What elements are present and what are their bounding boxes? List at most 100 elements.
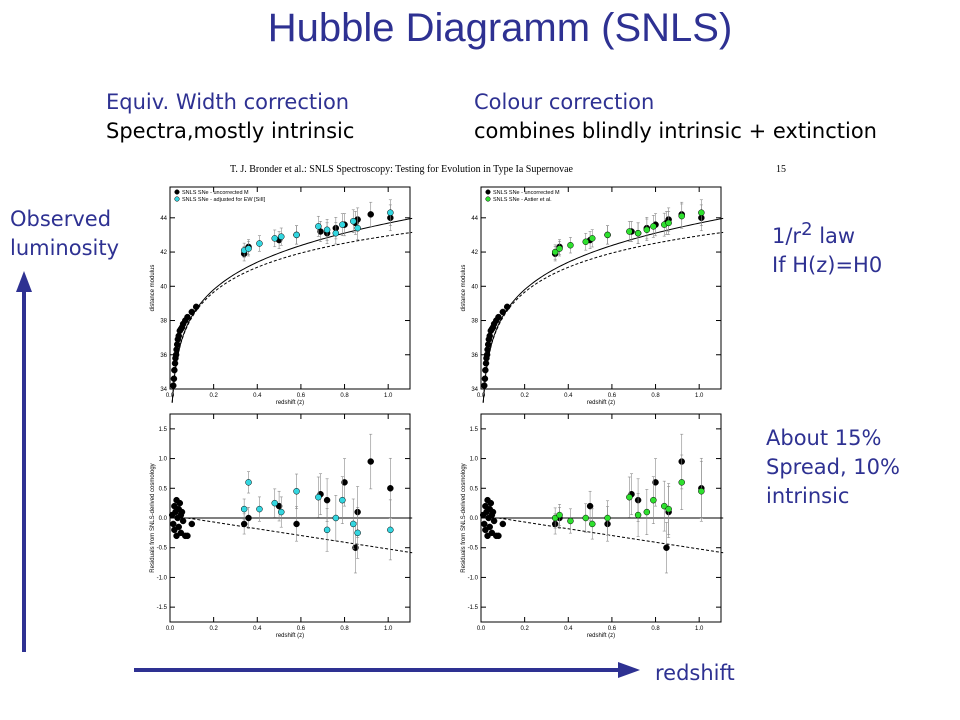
- x-tick-label: 1.0: [695, 626, 704, 632]
- y-tick-label: 1.0: [159, 457, 168, 463]
- y-axis-label: Residuals from SNLS-derived cosmology: [150, 463, 156, 572]
- data-point: [170, 521, 176, 527]
- data-point: [256, 240, 262, 246]
- data-point: [177, 500, 183, 506]
- data-point: [324, 227, 330, 233]
- data-point: [387, 527, 393, 533]
- chart-panel-top-left: 0.0 0.2 0.4 0.6 0.8 1.0 34 36 38 40 42 44 redshift (…: [150, 187, 412, 406]
- y-tick-label: 0.0: [159, 516, 168, 522]
- data-point: [246, 479, 252, 485]
- data-point: [491, 518, 497, 524]
- y-tick-label: 40: [160, 284, 167, 290]
- y-tick-label: -0.5: [157, 546, 168, 552]
- data-point: [644, 509, 650, 515]
- x-tick-label: 1.0: [384, 626, 393, 632]
- legend-entry: SNLS SNe - adjusted for EW [SiII]: [182, 197, 266, 203]
- y-axis-label: distance modulus: [150, 265, 156, 312]
- data-point: [256, 506, 262, 512]
- data-point: [650, 497, 656, 503]
- data-point: [557, 246, 563, 252]
- x-tick-label: 0.0: [477, 626, 486, 632]
- data-point: [583, 515, 589, 521]
- data-point: [587, 503, 593, 509]
- data-point: [663, 545, 669, 551]
- x-tick-label: 0.0: [166, 393, 175, 399]
- data-point: [635, 230, 641, 236]
- data-point: [241, 506, 247, 512]
- data-point: [679, 479, 685, 485]
- data-point: [387, 210, 393, 216]
- x-tick-label: 0.0: [166, 626, 175, 632]
- y-tick-label: 42: [471, 250, 478, 256]
- data-point: [184, 314, 190, 320]
- x-tick-label: 0.6: [297, 393, 306, 399]
- hubble-diagram-figure: 0.0 0.2 0.4 0.6 0.8 1.0 34 36 38 40 42 44 redshift (…: [0, 0, 960, 720]
- data-point: [387, 485, 393, 491]
- x-tick-label: 0.8: [340, 626, 349, 632]
- legend-entry: SNLS SNe - uncorrected M: [493, 190, 560, 196]
- legend-marker: [486, 197, 491, 202]
- x-tick-label: 0.4: [564, 393, 573, 399]
- x-tick-label: 0.6: [297, 626, 306, 632]
- data-point: [605, 515, 611, 521]
- x-axis-label: redshift (z): [276, 400, 304, 406]
- y-tick-label: 44: [160, 216, 167, 222]
- chart-panel-top-right: 0.0 0.2 0.4 0.6 0.8 1.0343638404244redshift (…: [461, 187, 723, 406]
- data-point: [171, 367, 177, 373]
- data-point: [583, 239, 589, 245]
- data-point: [355, 225, 361, 231]
- data-point: [488, 500, 494, 506]
- data-point: [368, 459, 374, 465]
- data-point: [635, 512, 641, 518]
- data-point: [176, 524, 182, 530]
- data-point: [294, 488, 300, 494]
- x-tick-label: 0.2: [209, 626, 218, 632]
- chart-panel-bottom-right: 0.0 0.2 0.4 0.6 0.8 1.0-1.5-1.0-0.50.00.51.01…: [461, 414, 723, 639]
- model-curve-dashed: [172, 232, 412, 402]
- model-curve-solid: [483, 218, 723, 402]
- data-point: [278, 234, 284, 240]
- y-tick-label: 36: [160, 353, 167, 359]
- y-axis-label: distance modulus: [461, 265, 467, 312]
- x-tick-label: 0.8: [651, 393, 660, 399]
- data-point: [500, 309, 506, 315]
- data-point: [482, 376, 488, 382]
- data-point: [333, 515, 339, 521]
- legend-marker: [175, 190, 180, 195]
- x-tick-label: 0.4: [253, 626, 262, 632]
- data-point: [368, 211, 374, 217]
- legend-entry: SNLS SNe - uncorrected M: [182, 190, 249, 196]
- data-point: [241, 521, 247, 527]
- data-point: [246, 515, 252, 521]
- chart-panel-bottom-left: 0.0 0.2 0.4 0.6 0.8 1.0 -1.5 -1.0 -0.5 0.0 0.5 1.0 1…: [150, 414, 412, 639]
- y-tick-label: -1.5: [468, 605, 479, 611]
- y-tick-label: 34: [160, 387, 167, 393]
- data-point: [272, 235, 278, 241]
- data-point: [567, 242, 573, 248]
- data-point: [495, 314, 501, 320]
- data-point: [324, 527, 330, 533]
- x-tick-label: 0.0: [477, 393, 486, 399]
- y-tick-label: 34: [471, 387, 478, 393]
- data-point: [605, 232, 611, 238]
- data-point: [171, 376, 177, 382]
- y-tick-label: -1.5: [157, 605, 168, 611]
- x-tick-label: 1.0: [384, 393, 393, 399]
- x-tick-label: 0.8: [340, 393, 349, 399]
- data-point: [481, 383, 487, 389]
- y-tick-label: -1.0: [468, 575, 479, 581]
- data-point: [272, 500, 278, 506]
- data-point: [355, 530, 361, 536]
- data-point: [170, 383, 176, 389]
- y-tick-label: 0.5: [470, 486, 479, 492]
- y-tick-label: 1.5: [470, 427, 479, 433]
- data-point: [350, 521, 356, 527]
- plot-frame: [481, 187, 721, 389]
- data-point: [278, 509, 284, 515]
- data-point: [679, 213, 685, 219]
- data-point: [495, 533, 501, 539]
- data-point: [650, 223, 656, 229]
- data-point: [315, 494, 321, 500]
- y-tick-label: 38: [160, 319, 167, 325]
- x-tick-label: 0.4: [564, 626, 573, 632]
